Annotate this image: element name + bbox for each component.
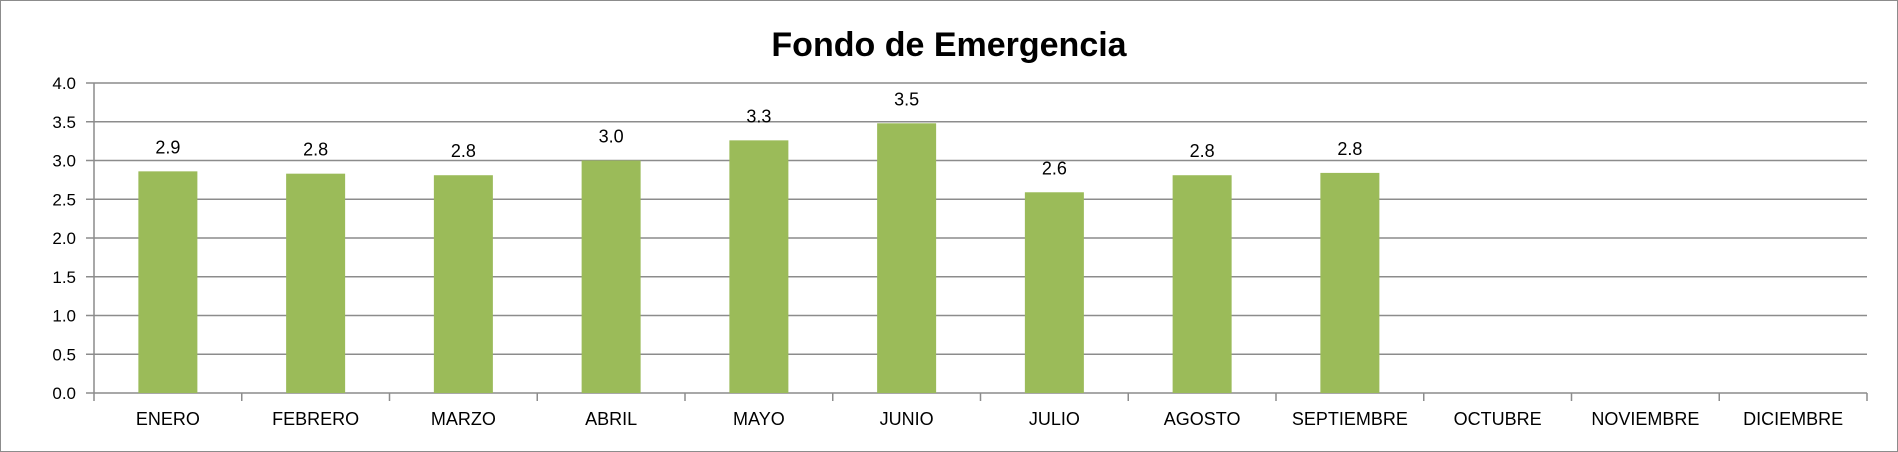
category-label: JULIO <box>1029 409 1080 429</box>
data-label: 2.9 <box>155 137 180 157</box>
data-label: 3.3 <box>746 106 771 126</box>
bar <box>286 174 345 393</box>
bar-chart: Fondo de Emergencia 2.9 2.8 2.8 3.0 3.3 3.5 2.… <box>1 1 1897 451</box>
chart-title: Fondo de Emergencia <box>771 26 1127 64</box>
data-label: 2.8 <box>303 140 328 160</box>
category-label: MAYO <box>733 409 785 429</box>
bars <box>138 123 1379 393</box>
chart-frame: Fondo de Emergencia 2.9 2.8 2.8 3.0 3.3 3.5 2.… <box>0 0 1898 452</box>
category-label: NOVIEMBRE <box>1591 409 1699 429</box>
category-label: OCTUBRE <box>1454 409 1542 429</box>
y-tick-label: 1.5 <box>52 268 76 287</box>
data-label: 2.8 <box>1190 141 1215 161</box>
bar <box>877 123 936 393</box>
bar <box>1025 192 1084 393</box>
bar <box>138 171 197 393</box>
y-tick-label: 3.0 <box>52 152 76 171</box>
y-tick-label: 4.0 <box>52 74 76 93</box>
bar <box>582 161 641 394</box>
y-tick-labels: 0.0 0.5 1.0 1.5 2.0 2.5 3.0 3.5 4.0 <box>52 74 76 403</box>
y-tick-label: 2.0 <box>52 229 76 248</box>
category-label: ABRIL <box>585 409 637 429</box>
category-label: ENERO <box>136 409 200 429</box>
data-label: 3.0 <box>599 127 624 147</box>
data-label: 2.8 <box>1337 139 1362 159</box>
category-label: FEBRERO <box>272 409 359 429</box>
category-labels: ENERO FEBRERO MARZO ABRIL MAYO JUNIO JULIO AGOS… <box>136 409 1843 429</box>
y-tick-label: 1.0 <box>52 307 76 326</box>
y-tick-label: 3.5 <box>52 113 76 132</box>
category-label: JUNIO <box>880 409 934 429</box>
data-label: 2.6 <box>1042 158 1067 178</box>
y-tick-label: 0.5 <box>52 345 76 364</box>
category-label: SEPTIEMBRE <box>1292 409 1408 429</box>
data-label: 2.8 <box>451 141 476 161</box>
y-tick-label: 2.5 <box>52 190 76 209</box>
axes <box>86 83 1867 401</box>
bar <box>729 140 788 393</box>
bar <box>434 175 493 393</box>
category-label: MARZO <box>431 409 496 429</box>
y-tick-label: 0.0 <box>52 384 76 403</box>
category-label: AGOSTO <box>1164 409 1241 429</box>
bar <box>1173 175 1232 393</box>
gridlines <box>94 83 1867 354</box>
bar <box>1320 173 1379 393</box>
data-label: 3.5 <box>894 89 919 109</box>
category-label: DICIEMBRE <box>1743 409 1843 429</box>
